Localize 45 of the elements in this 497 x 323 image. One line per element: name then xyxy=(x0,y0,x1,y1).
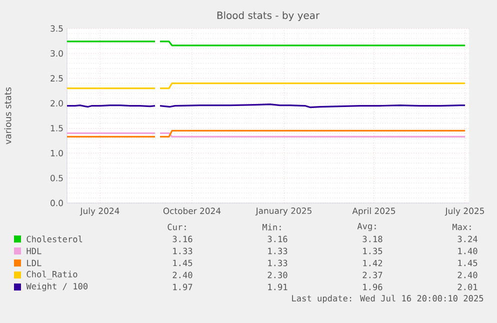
text: 3.16 xyxy=(172,236,192,242)
text: Last update: Wed Jul 16 20:00:10 2025 xyxy=(292,294,484,304)
legend-label: LDL xyxy=(27,260,42,266)
text: 1.97 xyxy=(173,284,192,290)
text: Max: xyxy=(452,224,471,230)
text: Avg: xyxy=(357,222,376,232)
text: 2.40 xyxy=(458,272,478,278)
legend-label: Weight / 100 xyxy=(26,282,88,292)
text: 1.35 xyxy=(363,248,382,254)
text: 1.45 xyxy=(458,260,478,266)
text: 2.40 xyxy=(172,272,192,278)
y-tick-label: 1.5 xyxy=(50,125,63,132)
x-tick-label: April 2025 xyxy=(352,208,396,216)
x-tick-label: October 2024 xyxy=(163,208,221,214)
y-tick-label: 2.5 xyxy=(50,75,63,82)
text: 2.37 xyxy=(362,272,382,278)
y-tick-label: 2.0 xyxy=(50,100,63,106)
y-tick-label: 3.0 xyxy=(50,50,63,57)
y-tick-label: 3.5 xyxy=(50,25,63,32)
y-axis-title: various stats xyxy=(4,87,12,144)
y-tick-label: 1.0 xyxy=(50,150,63,156)
text: 2.30 xyxy=(268,272,288,278)
text: Cur: xyxy=(168,224,186,230)
y-tick-label: 0.0 xyxy=(50,200,63,206)
x-tick-label: July 2024 xyxy=(80,208,120,216)
text: 1.33 xyxy=(268,248,288,254)
text: 3.24 xyxy=(458,236,478,242)
text: 1.91 xyxy=(268,284,288,290)
legend-label: Chol_Ratio xyxy=(26,270,78,280)
x-tick-label: January 2025 xyxy=(255,208,312,216)
text: 1.42 xyxy=(363,260,382,266)
text: 3.18 xyxy=(362,236,382,242)
x-tick-label: July 2025 xyxy=(444,208,484,216)
text: 1.40 xyxy=(458,248,478,254)
y-tick-label: 0.5 xyxy=(50,174,63,182)
text: 3.16 xyxy=(268,236,288,242)
text: 1.33 xyxy=(268,260,288,266)
chart-title: Blood stats - by year xyxy=(217,11,320,22)
legend-label: HDL xyxy=(26,248,42,254)
text: 1.96 xyxy=(363,284,382,290)
text: 2.01 xyxy=(458,284,478,290)
text: 1.45 xyxy=(173,260,192,266)
text: 1.33 xyxy=(173,248,192,254)
text: Min: xyxy=(262,224,281,230)
legend-label: Cholesterol xyxy=(26,236,82,242)
